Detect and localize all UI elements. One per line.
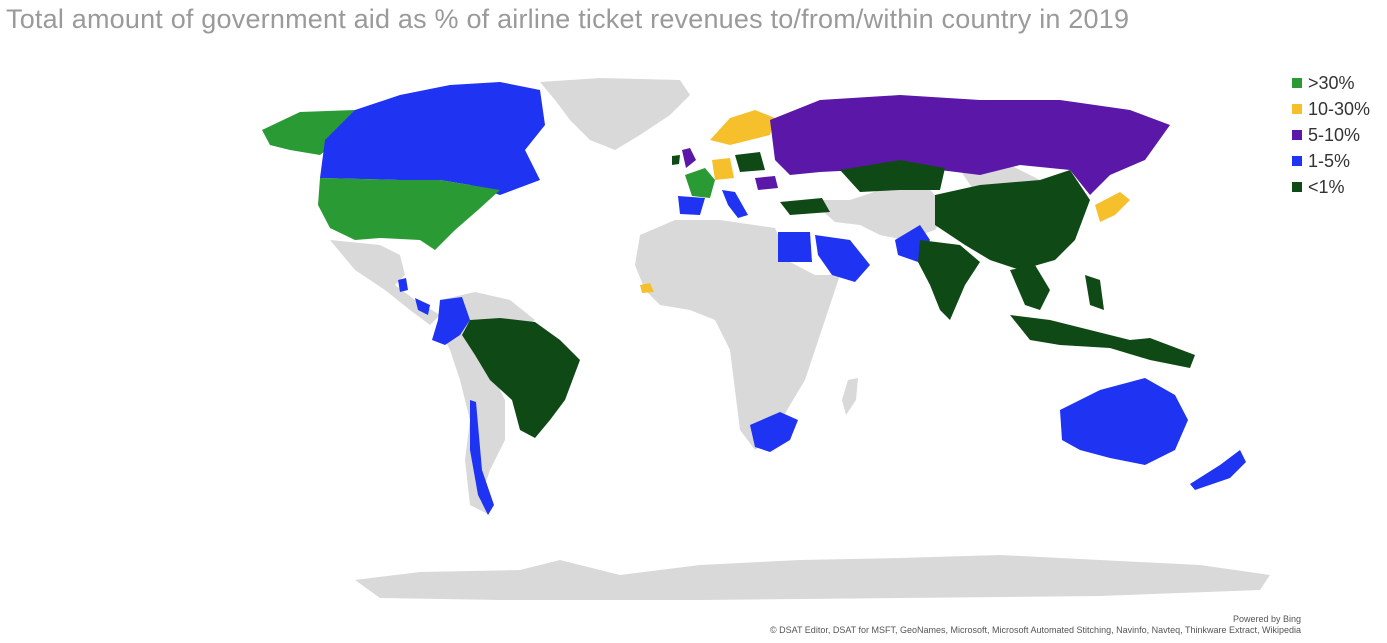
country-uk — [682, 148, 696, 168]
country-senegal — [640, 283, 654, 293]
country-colombia-ecuador — [432, 297, 470, 345]
country-germany — [712, 158, 734, 180]
land-madagascar — [842, 378, 858, 415]
legend-swatch — [1292, 130, 1302, 140]
legend-label: >30% — [1308, 72, 1355, 93]
legend-swatch — [1292, 156, 1302, 166]
map-title: Total amount of government aid as % of a… — [6, 4, 1130, 34]
attribution: © DSAT Editor, DSAT for MSFT, GeoNames, … — [770, 625, 1301, 635]
land-middle-east-central-asia — [810, 190, 950, 240]
legend-item-1-5: 1-5% — [1292, 148, 1370, 174]
powered-by: Powered by Bing — [1232, 614, 1301, 624]
country-chile — [470, 400, 494, 515]
legend-label: 1-5% — [1308, 150, 1351, 171]
country-scandinavia — [710, 110, 775, 145]
legend-swatch — [1292, 182, 1302, 192]
country-guatemala — [398, 278, 408, 292]
land-south-america — [440, 292, 535, 515]
country-turkey — [780, 198, 830, 215]
country-kazakhstan — [840, 160, 945, 192]
country-usa — [318, 178, 500, 250]
country-indonesia — [1010, 315, 1195, 368]
legend-swatch — [1292, 78, 1302, 88]
country-southeast-asia — [1010, 265, 1050, 310]
land-mexico-central-america — [330, 240, 440, 325]
land-greenland — [540, 78, 690, 150]
country-ireland — [672, 155, 680, 165]
country-poland-baltics — [735, 152, 765, 172]
legend-item-10-30: 10-30% — [1292, 96, 1370, 122]
country-china — [935, 170, 1090, 270]
land-antarctica — [355, 555, 1270, 600]
country-australia — [1060, 378, 1188, 465]
country-canada — [320, 82, 545, 195]
country-spain — [678, 196, 705, 215]
map-credits: Powered by Bing © DSAT Editor, DSAT for … — [770, 614, 1301, 636]
legend-label: 5-10% — [1308, 124, 1361, 145]
country-japan-korea — [1095, 192, 1130, 222]
legend-item-5-10: 5-10% — [1292, 122, 1370, 148]
legend-label: <1% — [1308, 176, 1345, 197]
country-south-africa — [750, 412, 798, 452]
country-france — [685, 168, 715, 198]
legend-label: 10-30% — [1308, 98, 1371, 119]
country-india — [918, 240, 980, 320]
country-egypt — [778, 232, 812, 262]
legend-item-over-30: >30% — [1292, 70, 1370, 96]
country-saudi-arabia — [815, 235, 870, 282]
land-africa — [635, 220, 840, 450]
country-costa-rica-panama — [415, 298, 430, 315]
country-italy — [722, 190, 748, 218]
country-philippines — [1085, 275, 1104, 310]
map-legend: >30% 10-30% 5-10% 1-5% <1% — [1292, 70, 1370, 200]
country-hungary-region — [755, 176, 778, 190]
legend-item-under-1: <1% — [1292, 174, 1370, 200]
country-brazil — [462, 318, 580, 438]
country-new-zealand — [1190, 450, 1246, 490]
legend-swatch — [1292, 104, 1302, 114]
